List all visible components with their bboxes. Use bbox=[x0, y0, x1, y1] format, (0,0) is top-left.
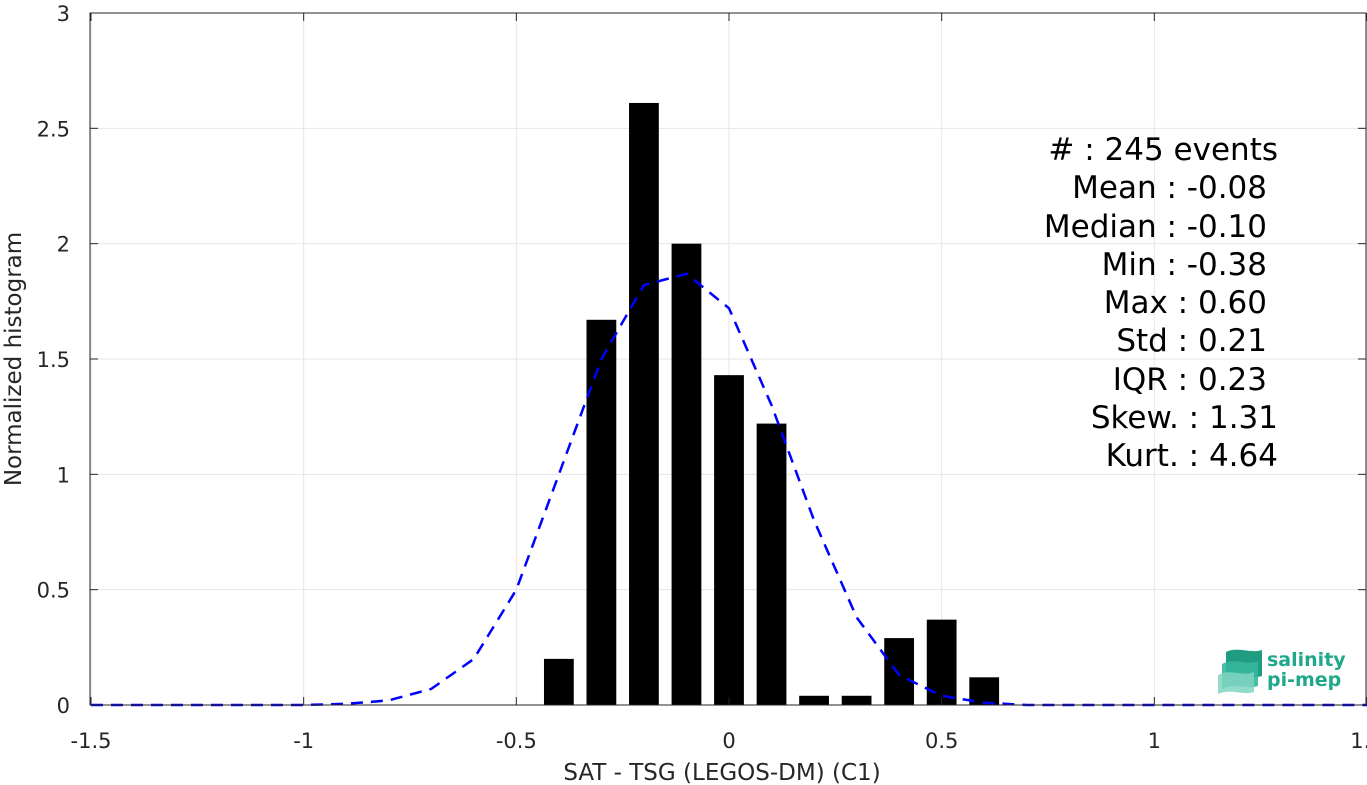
statistics-annotation: # : 245 events Mean : -0.08 Median : -0.… bbox=[1044, 132, 1278, 474]
y-tick-label: 2 bbox=[57, 233, 70, 257]
stat-iqr: IQR : 0.23 bbox=[1113, 362, 1267, 398]
y-tick-label: 3 bbox=[57, 2, 70, 26]
histogram-bar bbox=[841, 695, 872, 705]
stat-std: Std : 0.21 bbox=[1116, 323, 1267, 359]
stat-kurt: Kurt. : 4.64 bbox=[1106, 438, 1278, 474]
x-tick-labels: -1.5 -1 -0.5 0 0.5 1 1.5 bbox=[71, 729, 1367, 753]
histogram-bar bbox=[799, 695, 829, 705]
stat-skew: Skew. : 1.31 bbox=[1091, 400, 1278, 436]
y-tick-labels: 0 0.5 1 1.5 2 2.5 3 bbox=[37, 2, 70, 718]
x-tick-label: 0.5 bbox=[925, 729, 958, 753]
y-tick-label: 2.5 bbox=[37, 117, 70, 141]
logo-waves-icon bbox=[1218, 649, 1262, 694]
x-tick-label: -1.5 bbox=[71, 729, 112, 753]
y-tick-label: 0 bbox=[57, 694, 70, 718]
x-tick-label: 0 bbox=[722, 729, 735, 753]
y-axis-label: Normalized histogram bbox=[1, 232, 27, 486]
axis-ticks bbox=[90, 12, 1367, 706]
x-tick-label: 1 bbox=[1148, 729, 1161, 753]
histogram-bar bbox=[629, 102, 659, 705]
histogram-bar bbox=[671, 243, 702, 705]
histogram-bars bbox=[543, 102, 1000, 705]
histogram-bar bbox=[756, 423, 787, 705]
stat-median: Median : -0.10 bbox=[1044, 209, 1267, 245]
logo-line1: salinity bbox=[1267, 649, 1346, 671]
histogram-bar bbox=[543, 658, 574, 705]
histogram-bar bbox=[884, 638, 915, 705]
y-tick-label: 1 bbox=[57, 463, 70, 487]
x-tick-label: -0.5 bbox=[496, 729, 537, 753]
stat-mean: Mean : -0.08 bbox=[1072, 170, 1267, 206]
stat-count: # : 245 events bbox=[1048, 132, 1278, 168]
histogram-bar bbox=[586, 319, 617, 705]
x-tick-label: -1 bbox=[293, 729, 314, 753]
histogram-bar bbox=[714, 375, 744, 705]
y-tick-label: 1.5 bbox=[37, 348, 70, 372]
x-axis-label: SAT - TSG (LEGOS-DM) (C1) bbox=[563, 760, 880, 785]
histogram-bar bbox=[926, 619, 957, 705]
y-tick-label: 0.5 bbox=[37, 579, 70, 603]
stat-min: Min : -0.38 bbox=[1102, 247, 1267, 283]
stat-max: Max : 0.60 bbox=[1104, 285, 1267, 321]
logo-line2: pi-mep bbox=[1267, 669, 1341, 691]
salinity-pimep-logo: salinity pi-mep bbox=[1218, 649, 1346, 694]
x-tick-label: 1.5 bbox=[1350, 729, 1367, 753]
